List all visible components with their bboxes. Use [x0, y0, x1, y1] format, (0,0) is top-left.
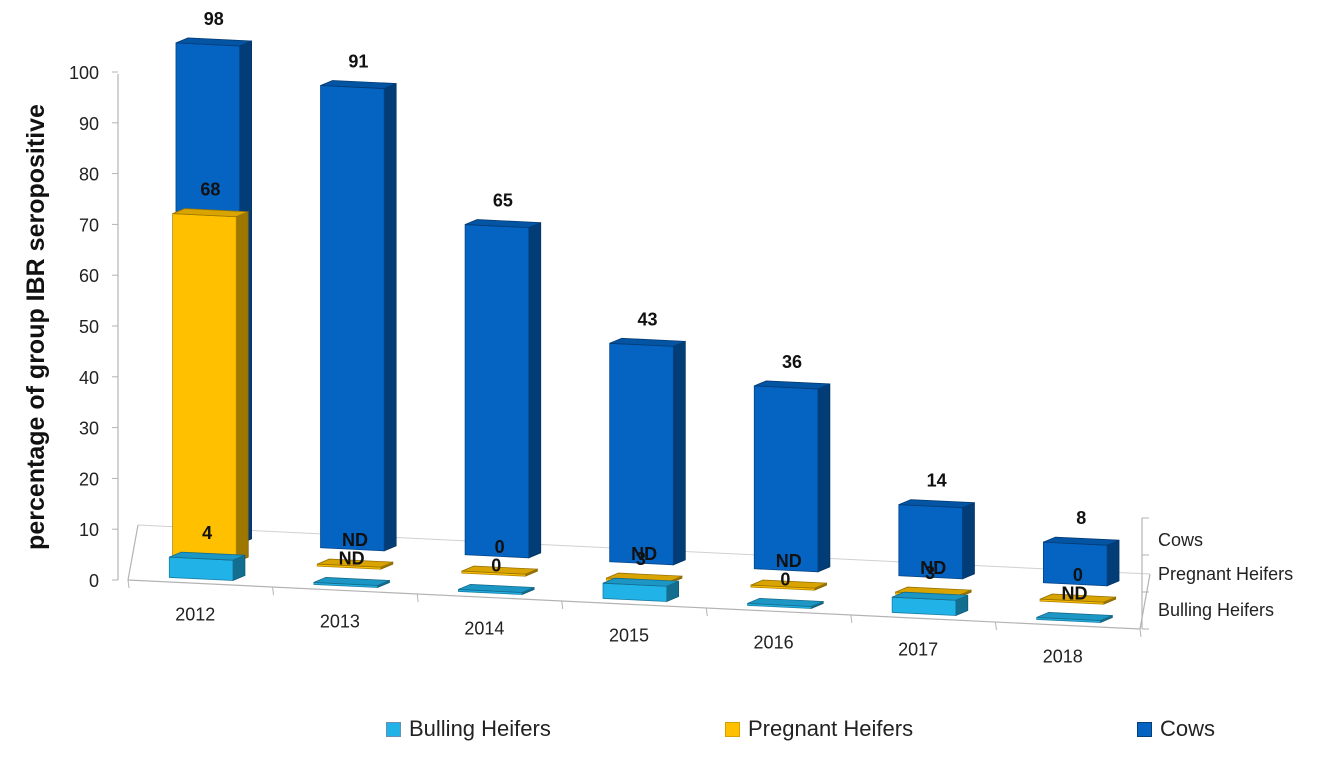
- bar-top-cows-2012: [175, 37, 252, 47]
- bar-side-cows-2014: [528, 222, 542, 559]
- data-label-bulling-heifers-2012: 4: [202, 523, 212, 543]
- data-label-cows-2013: 91: [348, 51, 368, 71]
- data-label-pregnant-heifers-2012: 68: [200, 180, 220, 200]
- bar-side-pregnant-heifers-2012: [235, 211, 249, 563]
- x-tick-label-2012: 2012: [175, 605, 215, 625]
- floor-left-edge: [127, 524, 139, 581]
- data-label-cows-2017: 14: [927, 471, 947, 491]
- depth-label-bulling-heifers: Bulling Heifers: [1158, 600, 1274, 620]
- legend-label-pregnant-heifers: Pregnant Heifers: [748, 716, 914, 741]
- y-tick-label-30: 30: [79, 419, 99, 439]
- y-tick-label-50: 50: [79, 317, 99, 337]
- x-tick-label-2017: 2017: [898, 640, 938, 660]
- y-tick-label-70: 70: [79, 215, 99, 235]
- bar-side-cows-2015: [672, 340, 686, 566]
- data-label-bulling-heifers-2017: 3: [925, 563, 935, 583]
- data-label-pregnant-heifers-2013: ND: [342, 530, 368, 550]
- bar-top-bulling-heifers-2012: [169, 551, 246, 561]
- y-tick-label-80: 80: [79, 165, 99, 185]
- y-axis-title: percentage of group IBR seropositive: [22, 104, 50, 550]
- data-label-pregnant-heifers-2016: ND: [776, 551, 802, 571]
- bar-cows-2016: [753, 385, 819, 573]
- y-tick-label-10: 10: [79, 520, 99, 540]
- legend-item-pregnant-heifers: Pregnant Heifers: [725, 716, 913, 742]
- bar-top-cows-2015: [609, 337, 686, 347]
- x-tick-label-2016: 2016: [754, 633, 794, 653]
- data-label-cows-2014: 65: [493, 191, 513, 211]
- x-tick-6: [994, 621, 997, 631]
- data-label-bulling-heifers-2013: ND: [339, 548, 365, 568]
- depth-label-pregnant-heifers: Pregnant Heifers: [1158, 564, 1293, 584]
- bar-side-cows-2017: [962, 502, 975, 580]
- y-tick-label-0: 0: [89, 571, 99, 591]
- x-tick-3: [561, 600, 564, 610]
- chart-legend: Bulling Heifers Pregnant Heifers Cows: [0, 716, 1334, 750]
- x-tick-label-2018: 2018: [1043, 647, 1083, 667]
- bar-top-pregnant-heifers-2018: [1039, 593, 1116, 603]
- data-label-cows-2016: 36: [782, 352, 802, 372]
- data-label-pregnant-heifers-2014: 0: [495, 537, 505, 557]
- bar-top-bulling-heifers-2013: [313, 577, 390, 586]
- data-label-pregnant-heifers-2015: ND: [631, 544, 657, 564]
- bar-top-bulling-heifers-2015: [602, 577, 679, 587]
- bar-top-cows-2018: [1043, 536, 1120, 546]
- x-tick-label-2015: 2015: [609, 626, 649, 646]
- y-tick-label-100: 100: [69, 63, 99, 83]
- data-label-bulling-heifers-2015: 3: [636, 549, 646, 569]
- data-label-pregnant-heifers-2017: ND: [920, 558, 946, 578]
- x-tick-5: [850, 614, 853, 624]
- data-label-cows-2018: 8: [1076, 508, 1086, 528]
- bar-top-bulling-heifers-2016: [747, 598, 824, 607]
- bar-side-cows-2013: [383, 82, 397, 552]
- legend-swatch-cows: [1137, 721, 1152, 737]
- legend-item-bulling-heifers: Bulling Heifers: [386, 716, 551, 742]
- bar-top-bulling-heifers-2014: [458, 584, 535, 593]
- y-tick-label-40: 40: [79, 368, 99, 388]
- legend-swatch-bulling-heifers: [386, 721, 401, 737]
- bar-cows-2015: [609, 342, 674, 566]
- bar-top-cows-2014: [464, 219, 541, 229]
- data-label-cows-2015: 43: [637, 309, 657, 329]
- x-tick-0: [127, 579, 130, 589]
- y-tick-label-60: 60: [79, 266, 99, 286]
- bar-top-cows-2016: [754, 380, 831, 390]
- x-tick-2: [416, 593, 419, 603]
- legend-label-bulling-heifers: Bulling Heifers: [409, 716, 551, 741]
- bar-side-cows-2016: [817, 383, 831, 573]
- data-label-bulling-heifers-2016: 0: [780, 569, 790, 589]
- y-tick-label-20: 20: [79, 469, 99, 489]
- depth-label-cows: Cows: [1158, 530, 1203, 550]
- y-tick-label-90: 90: [79, 114, 99, 134]
- bar-top-pregnant-heifers-2013: [317, 558, 393, 568]
- data-label-cows-2012: 98: [204, 9, 224, 29]
- bar-cows-2014: [464, 224, 530, 559]
- legend-label-cows: Cows: [1160, 716, 1216, 741]
- legend-item-cows: Cows: [1137, 716, 1215, 742]
- bar-pregnant-heifers-2012: [172, 213, 237, 563]
- bar-top-pregnant-heifers-2016: [750, 579, 827, 589]
- bar-top-cows-2017: [898, 499, 975, 509]
- bar-bulling-heifers-2012: [168, 556, 234, 581]
- bar-top-bulling-heifers-2017: [892, 591, 968, 601]
- x-tick-label-2014: 2014: [464, 619, 504, 639]
- x-tick-4: [705, 607, 708, 617]
- x-tick-1: [272, 586, 275, 596]
- bar-top-bulling-heifers-2018: [1036, 612, 1113, 621]
- bar-side-cows-2018: [1106, 539, 1120, 587]
- data-label-pregnant-heifers-2018: 0: [1073, 565, 1083, 585]
- x-tick-7: [1139, 628, 1142, 638]
- bar-top-cows-2013: [320, 80, 397, 89]
- data-label-bulling-heifers-2014: 0: [491, 555, 501, 575]
- legend-swatch-pregnant-heifers: [725, 721, 740, 737]
- bar-top-pregnant-heifers-2014: [461, 565, 538, 575]
- bar-top-pregnant-heifers-2012: [172, 208, 249, 218]
- data-label-bulling-heifers-2018: ND: [1062, 583, 1088, 603]
- x-tick-label-2013: 2013: [320, 612, 360, 632]
- bar-cows-2013: [320, 85, 385, 552]
